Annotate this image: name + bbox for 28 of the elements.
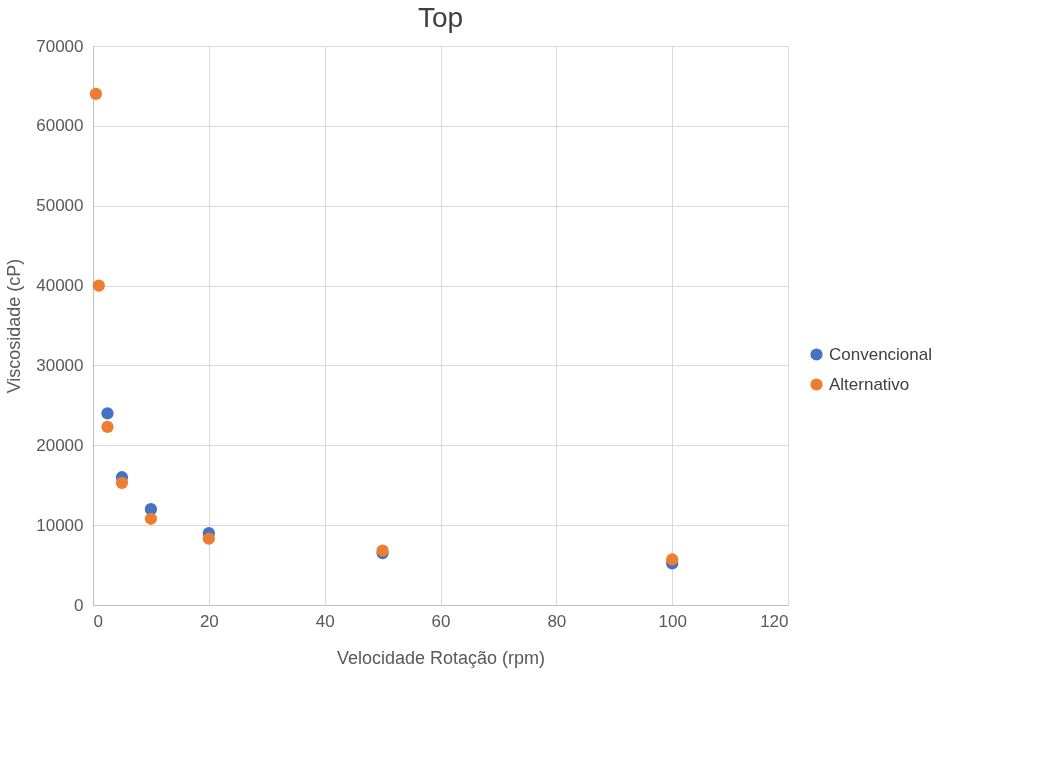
point — [92, 279, 105, 292]
legend-label: Alternativo — [829, 374, 910, 394]
y-tick-label: 20000 — [36, 435, 84, 455]
y-tick-label: 40000 — [36, 276, 84, 296]
point — [115, 476, 129, 489]
x-tick-label: 20 — [199, 611, 219, 631]
y-tick-label: 0 — [74, 595, 84, 615]
point — [101, 420, 114, 434]
y-tick-label: 10000 — [36, 515, 84, 535]
x-tick-label: 100 — [658, 611, 687, 631]
x-axis-title: Velocidade Rotação (rpm) — [336, 647, 546, 668]
point — [666, 553, 679, 566]
x-tick-label: 40 — [315, 611, 335, 631]
y-tick-label: 50000 — [36, 196, 84, 216]
point — [202, 532, 215, 545]
x-tick-label: 60 — [431, 611, 451, 631]
y-tick-label: 30000 — [36, 355, 84, 375]
y-axis-title: Viscosidade (cP) — [4, 258, 25, 394]
y-tick-label: 60000 — [36, 116, 84, 136]
x-tick-label: 120 — [760, 611, 789, 631]
x-tick-label: 80 — [547, 611, 567, 631]
point — [144, 512, 158, 525]
x-tick-label: 0 — [93, 611, 103, 631]
point — [101, 407, 114, 420]
legend-label: Convencional — [829, 344, 933, 364]
y-tick-label: 70000 — [36, 36, 84, 56]
chart-title: Top — [417, 2, 464, 33]
point — [89, 87, 103, 101]
